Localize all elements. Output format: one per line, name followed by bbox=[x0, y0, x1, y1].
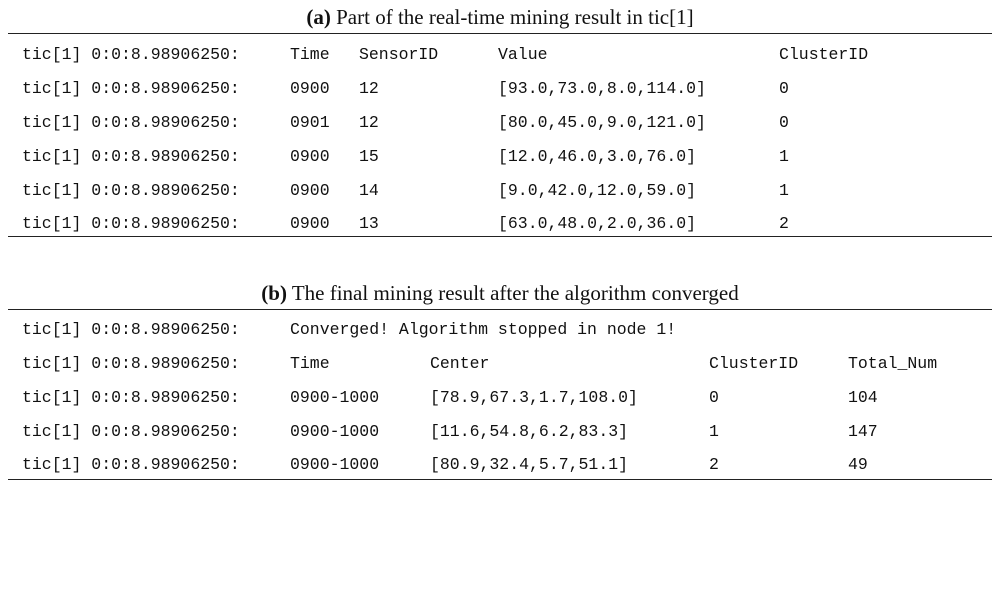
row-center: [80.9,32.4,5.7,51.1] bbox=[430, 455, 629, 474]
row-prefix: tic[1] 0:0:8.98906250: bbox=[22, 79, 240, 98]
table-a-row: tic[1] 0:0:8.98906250: 0900 15 [12.0,46.… bbox=[0, 145, 1000, 169]
row-center: [11.6,54.8,6.2,83.3] bbox=[430, 422, 629, 441]
row-value: [12.0,46.0,3.0,76.0] bbox=[498, 147, 697, 166]
table-a-header-row: tic[1] 0:0:8.98906250: Time SensorID Val… bbox=[0, 43, 1000, 67]
row-time: 0900-1000 bbox=[290, 388, 380, 407]
row-prefix: tic[1] 0:0:8.98906250: bbox=[22, 422, 240, 441]
row-time: 0900 bbox=[290, 79, 330, 98]
row-time: 0901 bbox=[290, 113, 330, 132]
row-cluster-id: 0 bbox=[779, 79, 789, 98]
table-a-header-value: Value bbox=[498, 45, 548, 64]
row-sensor-id: 14 bbox=[359, 181, 379, 200]
row-sensor-id: 15 bbox=[359, 147, 379, 166]
table-a-caption-label: (a) bbox=[306, 5, 331, 29]
row-sensor-id: 13 bbox=[359, 214, 379, 233]
row-total-num: 104 bbox=[848, 388, 878, 407]
table-b-row: tic[1] 0:0:8.98906250: 0900-1000 [80.9,3… bbox=[0, 453, 1000, 477]
row-cluster-id: 1 bbox=[779, 181, 789, 200]
table-a-caption: (a) Part of the real-time mining result … bbox=[0, 4, 1000, 30]
table-a-bottom-rule bbox=[8, 236, 992, 237]
table-a-header-time: Time bbox=[290, 45, 330, 64]
table-b-top-rule bbox=[8, 309, 992, 310]
table-b-bottom-rule bbox=[8, 479, 992, 480]
row-center: [78.9,67.3,1.7,108.0] bbox=[430, 388, 638, 407]
row-cluster-id: 1 bbox=[709, 422, 719, 441]
row-cluster-id: 0 bbox=[779, 113, 789, 132]
row-value: [9.0,42.0,12.0,59.0] bbox=[498, 181, 697, 200]
table-a-header-sensor-id: SensorID bbox=[359, 45, 439, 64]
table-b-caption: (b) The final mining result after the al… bbox=[0, 280, 1000, 306]
row-cluster-id: 0 bbox=[709, 388, 719, 407]
table-a-row: tic[1] 0:0:8.98906250: 0901 12 [80.0,45.… bbox=[0, 111, 1000, 135]
table-b-message-row: tic[1] 0:0:8.98906250: Converged! Algori… bbox=[0, 318, 1000, 342]
row-time: 0900 bbox=[290, 214, 330, 233]
row-time: 0900 bbox=[290, 181, 330, 200]
table-a-header-cluster-id: ClusterID bbox=[779, 45, 869, 64]
table-a-caption-text: Part of the real-time mining result in t… bbox=[330, 5, 694, 29]
row-prefix: tic[1] 0:0:8.98906250: bbox=[22, 455, 240, 474]
row-sensor-id: 12 bbox=[359, 79, 379, 98]
table-b-caption-text: The final mining result after the algori… bbox=[286, 281, 739, 305]
row-prefix: tic[1] 0:0:8.98906250: bbox=[22, 113, 240, 132]
table-b-header-time: Time bbox=[290, 354, 330, 373]
row-total-num: 147 bbox=[848, 422, 878, 441]
row-sensor-id: 12 bbox=[359, 113, 379, 132]
row-total-num: 49 bbox=[848, 455, 868, 474]
table-b-header-cluster-id: ClusterID bbox=[709, 354, 799, 373]
table-b-row: tic[1] 0:0:8.98906250: 0900-1000 [11.6,5… bbox=[0, 420, 1000, 444]
table-b-header-row: tic[1] 0:0:8.98906250: Time Center Clust… bbox=[0, 352, 1000, 376]
row-cluster-id: 1 bbox=[779, 147, 789, 166]
table-a-row: tic[1] 0:0:8.98906250: 0900 12 [93.0,73.… bbox=[0, 77, 1000, 101]
row-time: 0900-1000 bbox=[290, 422, 380, 441]
table-b-caption-label: (b) bbox=[261, 281, 287, 305]
table-b-row: tic[1] 0:0:8.98906250: 0900-1000 [78.9,6… bbox=[0, 386, 1000, 410]
row-value: [93.0,73.0,8.0,114.0] bbox=[498, 79, 706, 98]
row-time: 0900 bbox=[290, 147, 330, 166]
table-a-header-prefix: tic[1] 0:0:8.98906250: bbox=[22, 45, 240, 64]
message-prefix: tic[1] 0:0:8.98906250: bbox=[22, 320, 240, 339]
row-value: [63.0,48.0,2.0,36.0] bbox=[498, 214, 697, 233]
table-b-header-prefix: tic[1] 0:0:8.98906250: bbox=[22, 354, 240, 373]
row-prefix: tic[1] 0:0:8.98906250: bbox=[22, 181, 240, 200]
row-cluster-id: 2 bbox=[779, 214, 789, 233]
row-value: [80.0,45.0,9.0,121.0] bbox=[498, 113, 706, 132]
table-a-top-rule bbox=[8, 33, 992, 34]
row-prefix: tic[1] 0:0:8.98906250: bbox=[22, 214, 240, 233]
row-cluster-id: 2 bbox=[709, 455, 719, 474]
row-prefix: tic[1] 0:0:8.98906250: bbox=[22, 147, 240, 166]
row-time: 0900-1000 bbox=[290, 455, 380, 474]
table-a-row: tic[1] 0:0:8.98906250: 0900 13 [63.0,48.… bbox=[0, 212, 1000, 236]
table-a-row: tic[1] 0:0:8.98906250: 0900 14 [9.0,42.0… bbox=[0, 179, 1000, 203]
row-prefix: tic[1] 0:0:8.98906250: bbox=[22, 388, 240, 407]
table-b-header-center: Center bbox=[430, 354, 490, 373]
table-b-header-total-num: Total_Num bbox=[848, 354, 938, 373]
converged-message: Converged! Algorithm stopped in node 1! bbox=[290, 320, 677, 339]
